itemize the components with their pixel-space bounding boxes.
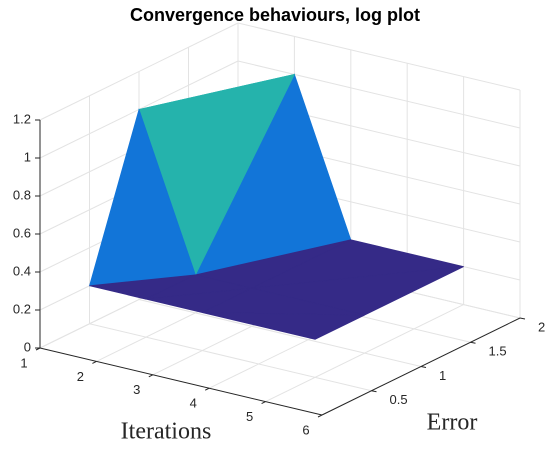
z-tick-label: 1.2: [13, 111, 31, 126]
y-tick-label: 1: [439, 368, 446, 383]
x-tick: [317, 414, 323, 418]
x-tick-label: 5: [246, 409, 253, 424]
x-axis-label: Iterations: [121, 419, 212, 445]
z-tick-label: 0.6: [13, 225, 31, 240]
x-tick: [261, 401, 266, 405]
x-tick-label: 6: [302, 422, 309, 437]
y-tick: [420, 366, 427, 368]
y-tick: [470, 341, 476, 344]
grid-line: [138, 299, 422, 367]
z-tick-label: 0.8: [13, 187, 31, 202]
grid-line: [237, 22, 521, 91]
z-tick-label: 0.4: [13, 263, 31, 278]
x-tick: [148, 374, 154, 378]
z-tick-label: 0: [24, 339, 31, 354]
x-tick: [92, 360, 97, 364]
x-axis: [39, 347, 323, 416]
y-tick-label: 2: [538, 319, 545, 334]
surface-facet: [202, 312, 365, 340]
x-tick: [204, 387, 210, 391]
x-tick-label: 3: [133, 382, 140, 397]
x-tick-label: 4: [190, 396, 197, 411]
y-tick-label: 1.5: [489, 344, 507, 359]
y-tick: [519, 317, 526, 320]
grid-line: [39, 22, 239, 121]
y-tick: [371, 390, 377, 393]
y-axis-label: Error: [427, 410, 478, 436]
z-tick-label: 0.2: [13, 301, 31, 316]
x-tick-label: 1: [20, 355, 27, 370]
x-tick-label: 2: [77, 369, 84, 384]
chart-title: Convergence behaviours, log plot: [130, 5, 420, 25]
z-tick-label: 1: [24, 149, 31, 164]
grid-line: [237, 60, 521, 129]
y-tick-label: 0.5: [390, 392, 408, 407]
grid-line: [89, 323, 372, 392]
